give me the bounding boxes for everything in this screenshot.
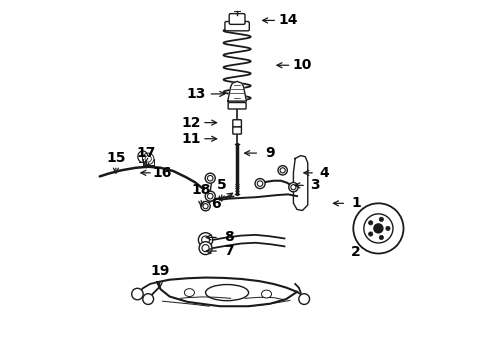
Text: 11: 11 [181, 132, 201, 146]
Text: 14: 14 [278, 13, 298, 27]
Circle shape [143, 153, 154, 165]
Text: 2: 2 [351, 245, 361, 259]
Text: 19: 19 [150, 265, 170, 278]
Circle shape [255, 179, 265, 189]
FancyBboxPatch shape [233, 120, 242, 127]
Circle shape [364, 214, 393, 243]
Circle shape [207, 193, 213, 199]
Circle shape [291, 185, 296, 190]
Circle shape [379, 217, 384, 221]
Text: 16: 16 [153, 166, 172, 180]
Text: 6: 6 [211, 197, 220, 211]
Text: 15: 15 [106, 152, 125, 166]
Ellipse shape [184, 289, 195, 297]
Circle shape [386, 226, 390, 230]
Text: 17: 17 [137, 146, 156, 160]
Text: 8: 8 [224, 230, 234, 244]
Circle shape [198, 233, 213, 247]
Text: 10: 10 [293, 58, 312, 72]
Circle shape [201, 202, 210, 211]
FancyBboxPatch shape [228, 103, 246, 109]
Text: 3: 3 [310, 178, 320, 192]
Circle shape [299, 294, 310, 305]
Circle shape [257, 181, 263, 186]
Circle shape [368, 232, 373, 236]
Circle shape [278, 166, 287, 175]
Circle shape [199, 242, 212, 255]
Circle shape [280, 168, 285, 173]
FancyBboxPatch shape [225, 22, 249, 31]
Polygon shape [294, 156, 308, 211]
FancyBboxPatch shape [233, 127, 242, 134]
FancyBboxPatch shape [229, 14, 245, 24]
Circle shape [201, 236, 210, 244]
Polygon shape [228, 81, 246, 101]
Circle shape [207, 175, 213, 181]
Circle shape [289, 183, 298, 192]
Circle shape [145, 156, 151, 162]
Circle shape [368, 221, 373, 225]
Text: 18: 18 [192, 183, 211, 197]
Circle shape [205, 191, 215, 201]
Circle shape [143, 294, 153, 305]
Ellipse shape [205, 284, 248, 301]
Text: 1: 1 [351, 196, 361, 210]
Circle shape [202, 244, 209, 252]
Text: 13: 13 [187, 87, 206, 101]
Circle shape [353, 203, 403, 253]
Circle shape [379, 235, 384, 240]
Text: 7: 7 [224, 244, 234, 258]
Ellipse shape [262, 290, 271, 298]
Circle shape [132, 288, 143, 300]
Text: 12: 12 [181, 116, 201, 130]
Circle shape [203, 204, 208, 209]
Circle shape [374, 224, 383, 233]
Text: 9: 9 [265, 146, 275, 160]
Circle shape [205, 173, 215, 183]
Text: 4: 4 [319, 166, 329, 180]
Text: 5: 5 [217, 178, 226, 192]
